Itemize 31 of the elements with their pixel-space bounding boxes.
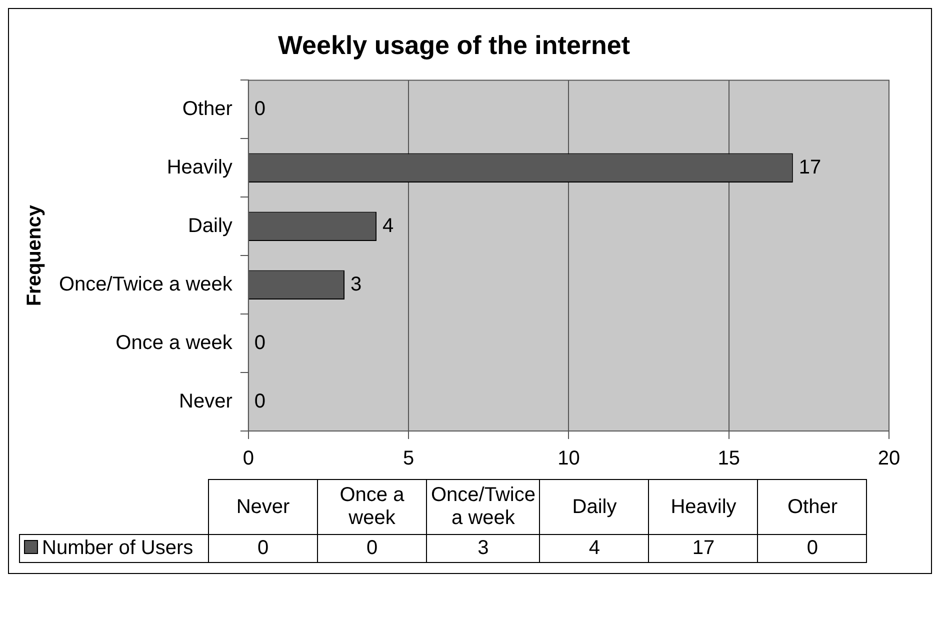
data-label: 0 <box>254 98 266 120</box>
data-label: 3 <box>350 273 362 296</box>
chart-title: Weekly usage of the internet <box>278 30 630 60</box>
data-label: 0 <box>208 534 318 562</box>
data-label: 17 <box>798 156 822 178</box>
legend-label: Number of Users <box>20 534 208 562</box>
category-label: Once/Twice a week <box>426 480 540 534</box>
y-tick-label: Never <box>179 390 233 412</box>
x-tick-label: 20 <box>878 448 900 470</box>
y-axis-title: Frequency <box>24 204 46 306</box>
y-tick-label: Daily <box>188 214 232 237</box>
category-label: Other <box>758 480 867 534</box>
data-label: 0 <box>254 390 266 412</box>
data-label: 17 <box>648 534 758 562</box>
x-tick-label: 10 <box>558 448 580 470</box>
category-label: Daily <box>540 480 649 534</box>
category-label: Once a week <box>318 480 426 534</box>
x-tick-label: 0 <box>242 448 254 470</box>
data-label: 0 <box>318 534 426 562</box>
data-label: 4 <box>382 214 394 237</box>
y-tick-label: Once/Twice a week <box>58 273 234 296</box>
x-tick-label: 5 <box>402 448 414 470</box>
data-label: 3 <box>426 534 540 562</box>
y-tick-label: Other <box>182 98 233 120</box>
y-tick-label: Heavily <box>166 156 232 178</box>
x-tick-label: 15 <box>718 448 740 470</box>
data-label: 4 <box>540 534 649 562</box>
data-label: 0 <box>254 332 266 354</box>
data-label: 0 <box>758 534 867 562</box>
y-tick-label: Once a week <box>116 332 234 354</box>
category-label: Heavily <box>648 480 758 534</box>
